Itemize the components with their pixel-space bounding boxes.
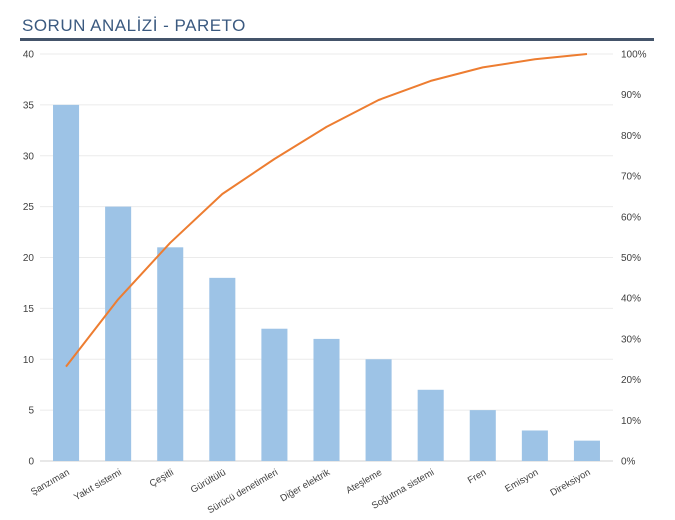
right-tick-label: 80% xyxy=(621,131,641,142)
category-labels: Şanzıman Yakıt sistemi Çeşitli GürültülüSür… xyxy=(29,467,592,516)
bar xyxy=(365,359,392,461)
category-label: Fren xyxy=(466,467,488,486)
category-label: Çeşitli xyxy=(148,467,176,489)
left-tick-label: 10 xyxy=(23,355,35,366)
bar xyxy=(105,206,132,461)
bar xyxy=(53,104,80,461)
left-tick-label: 20 xyxy=(23,253,35,264)
left-tick-label: 0 xyxy=(28,457,34,468)
category-label: Emisyon xyxy=(503,467,540,495)
title-underline xyxy=(20,38,654,41)
category-label: Şanzıman xyxy=(29,467,72,498)
right-tick-label: 40% xyxy=(621,294,641,305)
category-label: Direksiyon xyxy=(549,467,593,499)
right-tick-label: 50% xyxy=(621,253,641,264)
bar xyxy=(417,389,444,461)
left-tick-label: 30 xyxy=(23,151,35,162)
bar xyxy=(521,430,548,461)
right-tick-label: 0% xyxy=(621,457,636,468)
bar xyxy=(209,277,236,461)
right-tick-label: 20% xyxy=(621,375,641,386)
bar xyxy=(157,247,184,461)
bar xyxy=(261,328,288,461)
right-tick-label: 30% xyxy=(621,334,641,345)
category-label: Ateşleme xyxy=(344,467,384,496)
right-axis-labels: 0% 10% 20% 30% 40% 50% 60% 70% 80% 90% 100% xyxy=(621,50,647,468)
bar xyxy=(469,410,496,461)
right-tick-label: 60% xyxy=(621,212,641,223)
left-tick-label: 15 xyxy=(23,304,35,315)
bar xyxy=(313,338,340,461)
bars xyxy=(53,104,600,461)
chart-title: SORUN ANALİZİ - PARETO xyxy=(22,16,246,35)
category-label: Yakıt sistemi xyxy=(72,467,124,503)
cumulative-percent-line xyxy=(65,53,588,368)
cumulative-line xyxy=(65,53,588,368)
left-axis-labels: 0 5 10 15 20 25 30 35 40 xyxy=(23,50,35,468)
right-tick-label: 90% xyxy=(621,90,641,101)
left-tick-label: 35 xyxy=(23,100,35,111)
right-tick-label: 100% xyxy=(621,50,647,61)
right-tick-label: 10% xyxy=(621,416,641,427)
left-tick-label: 25 xyxy=(23,202,35,213)
bar xyxy=(573,440,600,461)
left-tick-label: 5 xyxy=(28,406,34,417)
right-tick-label: 70% xyxy=(621,172,641,183)
left-tick-label: 40 xyxy=(23,50,35,61)
category-label: Gürültülü xyxy=(189,467,228,496)
category-label: Diğer elektrik xyxy=(278,467,332,504)
